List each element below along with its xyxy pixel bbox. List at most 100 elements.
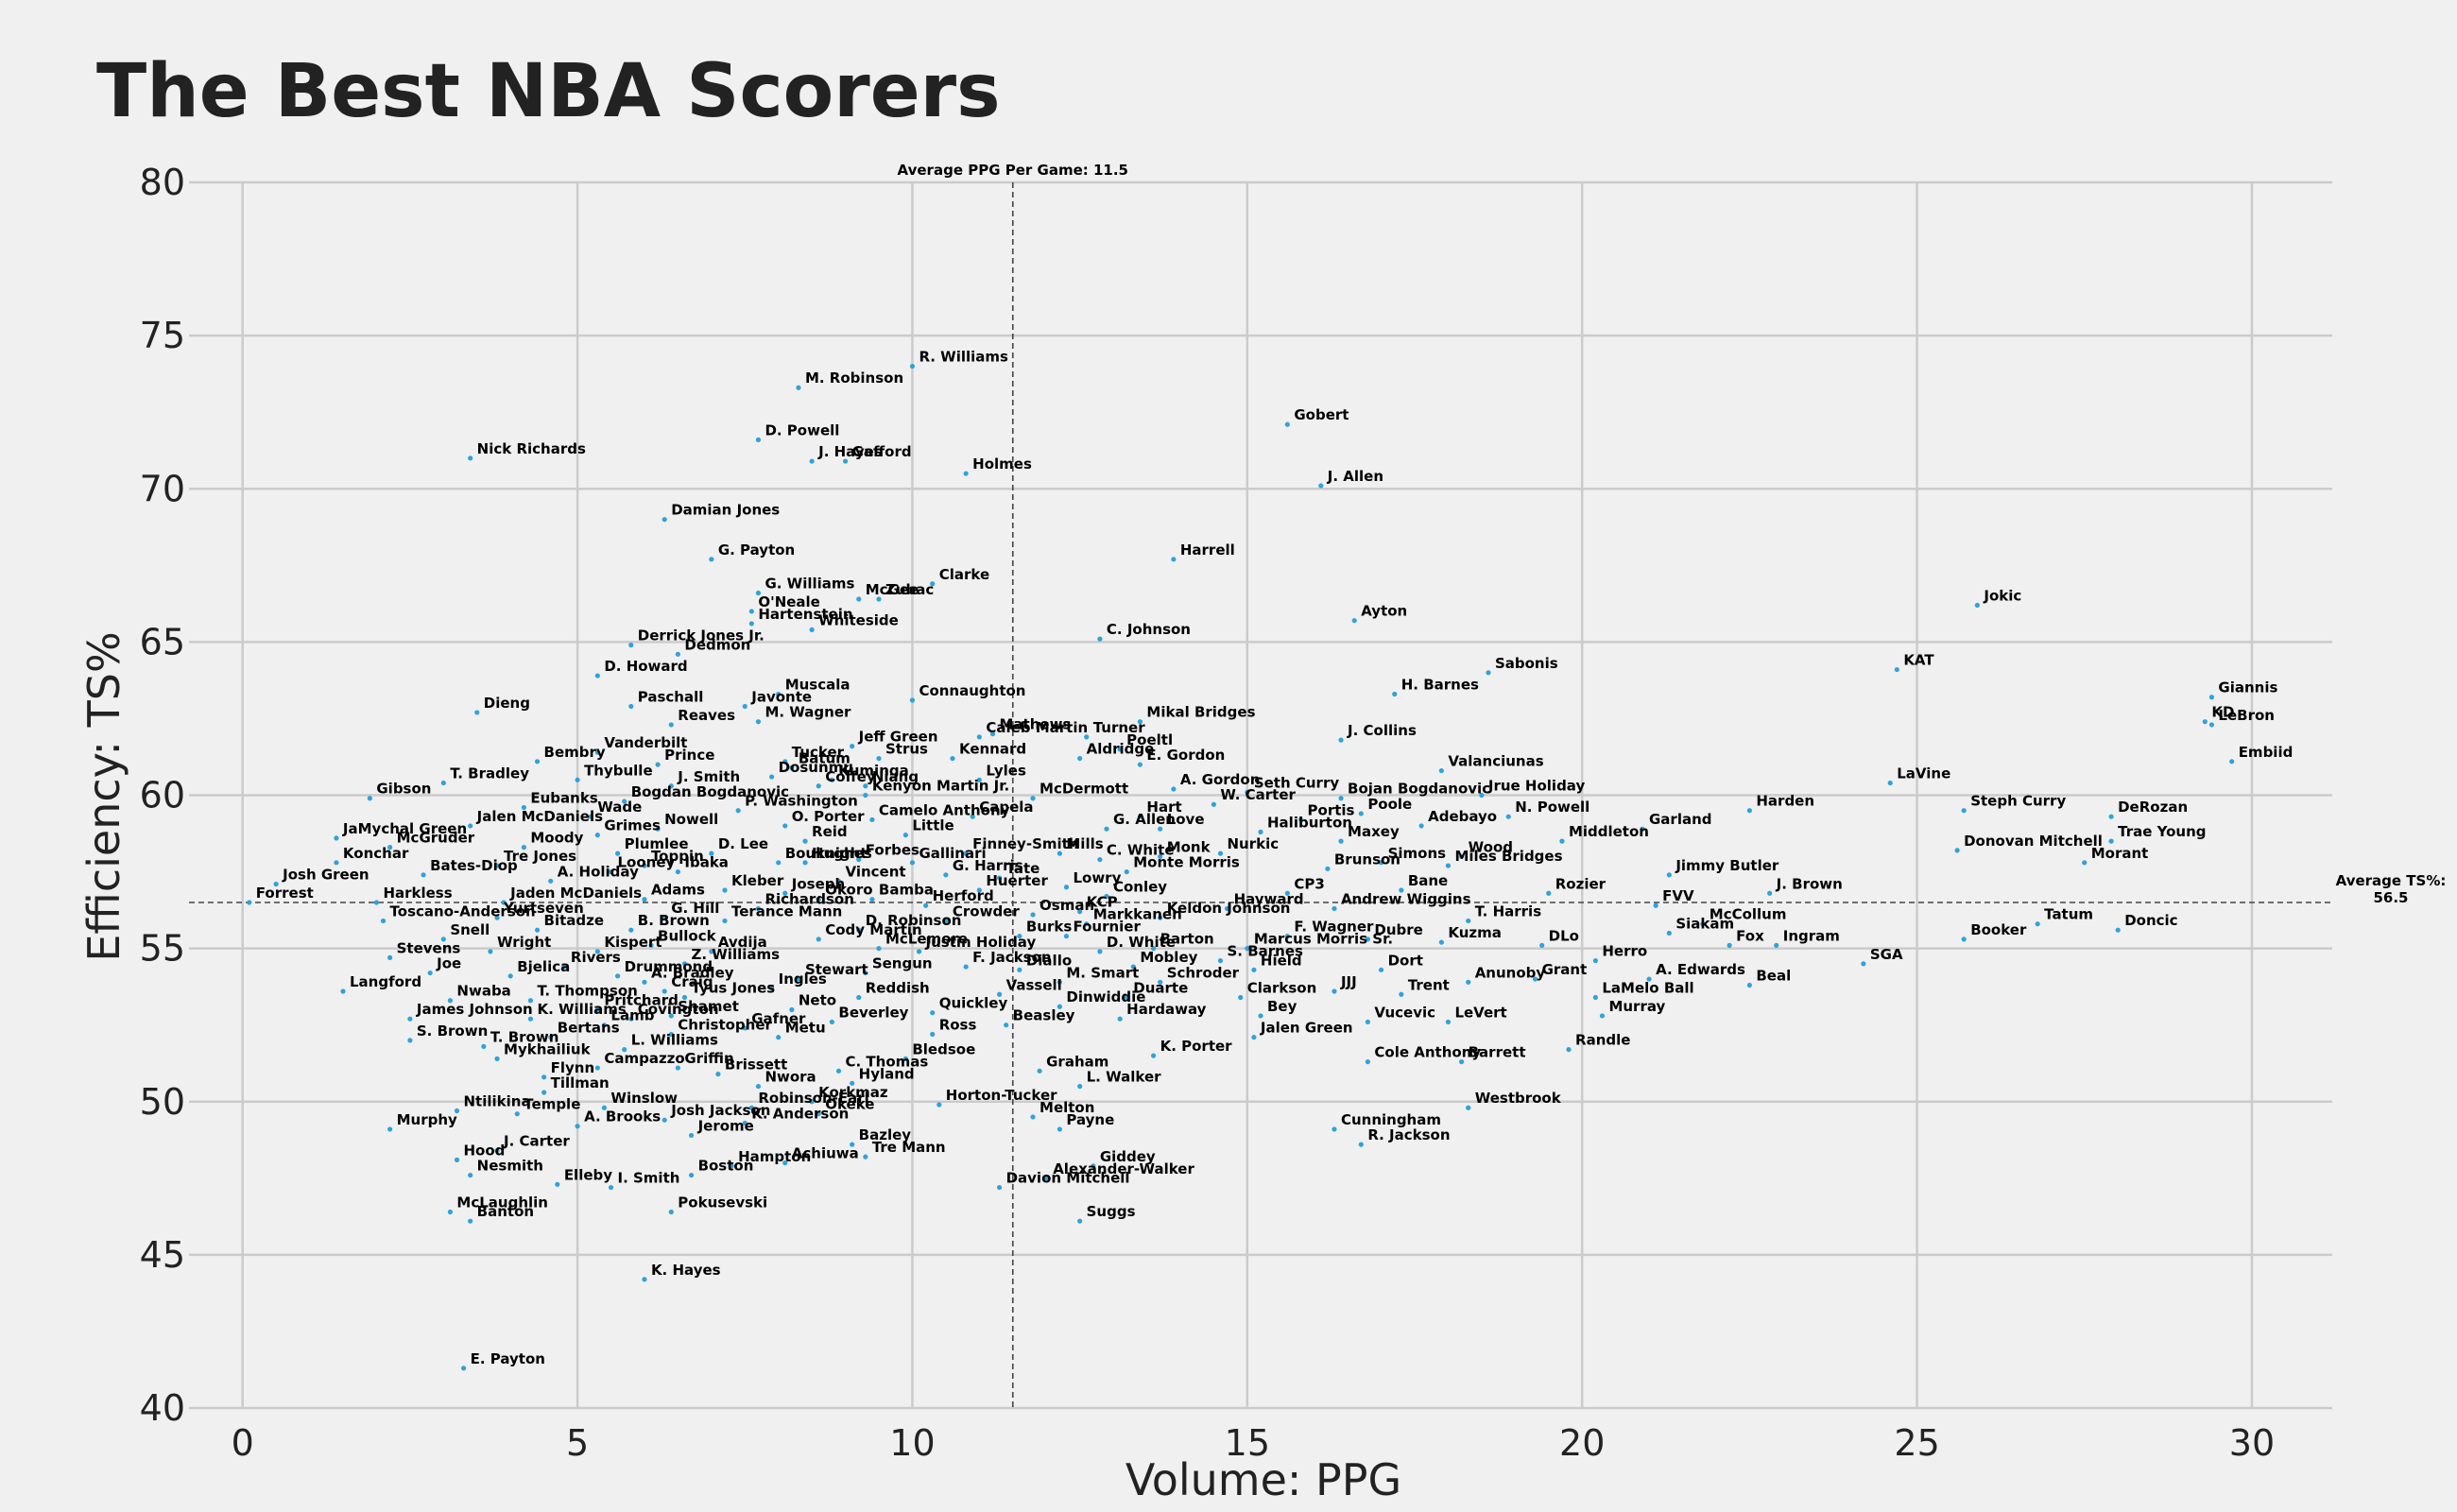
avg-ts-label-line2: 56.5 — [2373, 889, 2408, 906]
data-point — [1030, 912, 1036, 918]
data-point — [909, 860, 916, 866]
data-point — [796, 976, 801, 982]
point-label: Alexander-Walker — [1053, 1160, 1194, 1177]
point-label: Murphy — [397, 1111, 457, 1128]
x-tick-label: 5 — [566, 1422, 589, 1464]
data-point — [930, 1031, 936, 1038]
data-point — [1137, 814, 1143, 819]
data-point — [709, 850, 714, 856]
point-label: B. Brown — [638, 912, 710, 929]
data-point — [863, 783, 868, 789]
point-label: J. Collins — [1347, 722, 1417, 739]
point-label: Toppin — [651, 848, 704, 865]
point-label: Dort — [1388, 952, 1423, 969]
data-point — [2082, 860, 2088, 866]
data-point — [1057, 850, 1062, 856]
point-label: Elleby — [564, 1166, 612, 1183]
point-label: Grant — [1542, 961, 1588, 978]
data-point — [976, 734, 982, 740]
data-point — [782, 823, 788, 829]
point-label: JJJ — [1340, 973, 1357, 990]
point-label: Monte Morris — [1133, 854, 1240, 871]
point-label: G. Harris — [953, 857, 1023, 874]
data-point — [688, 1132, 695, 1139]
point-label: Hood — [464, 1142, 506, 1159]
data-point — [2202, 719, 2208, 725]
data-point — [601, 1022, 608, 1028]
data-point — [1258, 1013, 1263, 1019]
data-point — [1084, 734, 1090, 740]
data-point — [575, 1124, 580, 1129]
data-point — [1030, 1114, 1036, 1120]
point-label: Bane — [1408, 872, 1448, 889]
data-point — [1137, 762, 1143, 767]
point-label: Jimmy Butler — [1675, 857, 1779, 874]
point-label: Wade — [597, 799, 642, 816]
data-point — [1238, 994, 1244, 1001]
data-point — [1700, 921, 1706, 927]
data-point — [722, 887, 728, 893]
point-label: Vincent — [845, 863, 905, 880]
point-label: Nurkic — [1227, 835, 1279, 852]
point-label: Sabonis — [1495, 655, 1558, 672]
point-label: Lowry — [1073, 869, 1121, 886]
data-point — [930, 1010, 936, 1016]
data-point — [608, 868, 614, 875]
data-point — [440, 936, 446, 942]
point-label: Bazley — [859, 1126, 912, 1143]
average-lines: Average PPG Per Game: 11.5 Average TS%:56… — [189, 162, 2446, 1408]
point-label: Gobert — [1294, 406, 1349, 423]
data-point — [1338, 796, 1344, 801]
data-point — [427, 970, 433, 976]
point-label: Gafford — [852, 443, 912, 460]
point-label: Beasley — [1013, 1007, 1075, 1024]
y-tick-label: 80 — [140, 162, 185, 203]
point-label: Herford — [933, 887, 994, 904]
data-point — [668, 1013, 674, 1019]
data-point — [1063, 885, 1070, 890]
data-point — [1245, 789, 1250, 795]
data-point — [1365, 1019, 1370, 1025]
data-point — [273, 881, 279, 887]
data-point — [1224, 905, 1230, 912]
data-point — [334, 860, 339, 866]
point-label: Barton — [1160, 931, 1214, 948]
point-label: FVV — [1662, 887, 1694, 904]
data-point — [829, 777, 835, 782]
point-label: Looney — [618, 854, 676, 871]
point-label: Gibson — [376, 781, 431, 798]
point-label: Avdija — [718, 934, 767, 951]
point-label: Monk — [1167, 838, 1211, 855]
point-label: Marcus Morris Sr. — [1254, 931, 1393, 948]
data-point — [902, 833, 908, 838]
data-point — [1104, 893, 1109, 900]
point-label: Murray — [1608, 998, 1665, 1015]
point-label: Achiuwa — [792, 1145, 859, 1162]
data-point — [608, 1184, 614, 1191]
data-point — [668, 783, 674, 789]
data-point — [521, 804, 526, 811]
data-point — [1332, 905, 1337, 912]
data-point — [1211, 801, 1216, 807]
data-point — [1459, 1058, 1465, 1065]
point-label: Paschall — [638, 688, 704, 705]
point-label: Toscano-Anderson — [390, 902, 536, 919]
point-label: LaMelo Ball — [1602, 980, 1693, 997]
data-point — [816, 897, 821, 902]
point-label: KAT — [1903, 652, 1934, 669]
point-label: Jalen McDaniels — [476, 808, 603, 825]
data-point — [1171, 557, 1177, 562]
point-label: Tyus Jones — [691, 980, 775, 997]
data-point — [963, 964, 969, 970]
point-label: Middleton — [1569, 823, 1649, 840]
data-point — [1418, 823, 1424, 829]
data-point — [755, 719, 762, 725]
tick-labels: 0 5 10 15 20 25 30 40 45 50 55 60 65 70 75 80 — [140, 162, 2275, 1464]
data-point — [387, 1126, 393, 1132]
point-label: Griffin — [684, 1050, 733, 1067]
point-label: Lyles — [986, 762, 1026, 779]
data-point — [440, 780, 446, 786]
point-label: D. Lee — [718, 835, 768, 852]
data-point — [1091, 1163, 1096, 1169]
